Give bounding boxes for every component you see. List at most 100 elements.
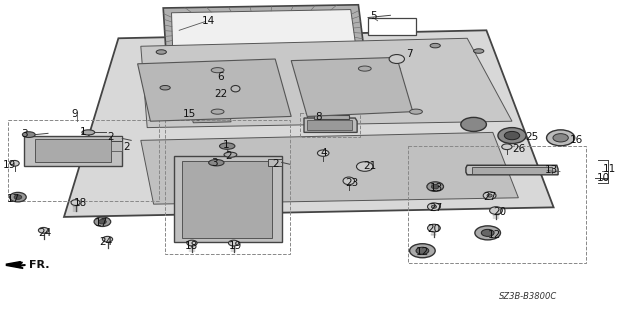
Text: 23: 23 [346,178,359,189]
Text: 13: 13 [430,183,444,193]
Ellipse shape [487,194,492,197]
Ellipse shape [209,160,224,166]
Text: 2: 2 [272,159,278,169]
Text: 2: 2 [225,151,232,161]
Text: 1: 1 [223,140,229,150]
Text: 27: 27 [483,192,497,202]
Text: 8: 8 [316,112,322,122]
Polygon shape [64,30,554,217]
Ellipse shape [481,229,494,236]
Ellipse shape [99,219,106,224]
Ellipse shape [187,240,197,246]
Text: 20: 20 [493,207,506,217]
Ellipse shape [10,192,26,202]
Ellipse shape [389,55,404,63]
Polygon shape [141,132,518,204]
Ellipse shape [220,143,235,149]
Polygon shape [192,117,231,123]
Polygon shape [472,167,552,174]
Ellipse shape [461,117,486,131]
Polygon shape [24,136,122,166]
Text: 2: 2 [123,142,129,152]
Text: 25: 25 [525,132,538,142]
Text: 4: 4 [320,148,326,158]
Text: 3: 3 [211,158,218,168]
Ellipse shape [490,207,502,214]
Ellipse shape [156,50,166,54]
Ellipse shape [343,177,355,185]
Text: 27: 27 [429,203,442,213]
Polygon shape [111,137,122,151]
Ellipse shape [224,152,237,157]
Text: 17: 17 [6,194,20,204]
Polygon shape [371,80,392,88]
Ellipse shape [356,162,373,171]
Ellipse shape [504,131,520,140]
Ellipse shape [428,203,440,211]
Polygon shape [6,262,20,268]
Text: 13: 13 [545,165,559,175]
Text: 1: 1 [80,127,86,137]
Ellipse shape [431,205,436,208]
Polygon shape [307,120,352,130]
Ellipse shape [410,109,422,114]
Text: 18: 18 [74,197,87,208]
Text: 16: 16 [570,135,583,145]
Polygon shape [291,57,413,116]
Text: 24: 24 [38,228,52,238]
Polygon shape [182,161,272,238]
Polygon shape [466,165,558,175]
Ellipse shape [416,247,429,254]
Polygon shape [314,115,349,119]
Ellipse shape [547,130,575,146]
Text: 24: 24 [99,237,113,247]
Ellipse shape [228,240,239,246]
Text: 14: 14 [202,16,215,26]
Ellipse shape [431,184,439,189]
Ellipse shape [102,236,113,242]
Text: 26: 26 [512,144,525,154]
Text: 22: 22 [214,89,228,99]
Ellipse shape [211,109,224,114]
Polygon shape [111,136,122,141]
Polygon shape [138,59,291,121]
Ellipse shape [358,66,371,71]
Polygon shape [163,5,365,59]
Text: 15: 15 [182,109,196,119]
Ellipse shape [474,49,484,53]
Ellipse shape [427,182,444,191]
Text: 2: 2 [108,131,114,142]
Ellipse shape [38,227,49,233]
Polygon shape [232,75,246,82]
Ellipse shape [317,150,329,156]
Ellipse shape [211,68,224,73]
Ellipse shape [502,144,512,150]
Text: 5: 5 [370,11,376,21]
Ellipse shape [160,85,170,90]
Polygon shape [304,118,357,132]
Text: 19: 19 [3,160,17,170]
Ellipse shape [475,226,500,240]
Text: 19: 19 [229,241,243,251]
Ellipse shape [553,134,568,142]
Polygon shape [174,156,282,242]
Text: FR.: FR. [29,260,49,270]
Text: 12: 12 [416,247,429,257]
Ellipse shape [82,130,95,135]
Text: SZ3B-B3800C: SZ3B-B3800C [499,292,557,301]
Polygon shape [250,81,270,89]
Ellipse shape [10,160,19,166]
Polygon shape [307,115,346,121]
Text: 20: 20 [428,224,441,234]
Polygon shape [368,18,416,35]
Text: 21: 21 [364,161,377,171]
Text: 17: 17 [95,218,108,228]
Polygon shape [268,159,282,166]
Ellipse shape [94,217,111,226]
Text: 12: 12 [488,230,501,241]
Polygon shape [172,10,356,54]
Text: 6: 6 [218,71,224,82]
Text: 18: 18 [184,241,198,251]
Text: 11: 11 [603,164,616,174]
Ellipse shape [498,128,526,144]
